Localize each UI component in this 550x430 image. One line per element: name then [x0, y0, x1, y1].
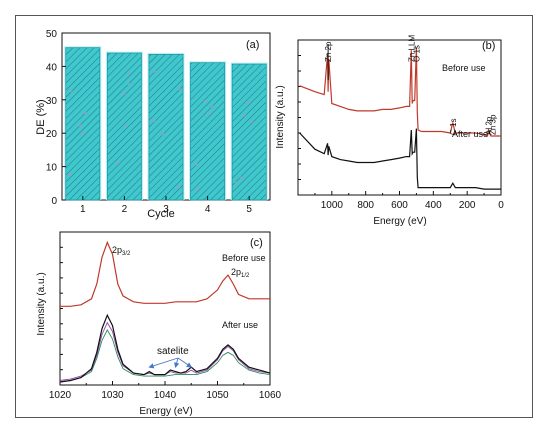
panel-a-bar-speck [122, 92, 126, 95]
panel-a-y-tick-label: 30 [46, 96, 58, 107]
panel-a-bar-speck [79, 124, 83, 127]
panel-a: 0 10 20 30 40 50 1 2 3 4 5 (a) DE (%) Cycle [35, 29, 271, 220]
panel-a-bar-speck [207, 111, 211, 114]
panel-b-series-after-use [299, 128, 501, 190]
panel-a-bar-speck [115, 162, 119, 165]
panel-a-bar-speck [124, 124, 128, 127]
panel-c-x-ticks: 1020 1030 1040 1050 1060 [49, 381, 282, 401]
panel-c-satelite-arrow [148, 357, 179, 369]
panel-c-x-tick-label: 1040 [154, 390, 177, 401]
panel-b-ylabel: Intensity (a.u.) [275, 85, 286, 148]
panel-a-x-tick-label: 2 [122, 204, 128, 215]
panel-c-xlabel: Energy (eV) [139, 406, 192, 417]
panel-a-bar-speck [195, 188, 199, 191]
panel-a-bar-4 [190, 62, 226, 201]
panel-a-x-tick-label: 4 [205, 204, 211, 215]
panel-a-bar-speck [203, 100, 207, 103]
panel-a-bar-speck [127, 72, 131, 75]
figure-frame [15, 15, 533, 418]
panel-a-y-tick-label: 40 [46, 62, 58, 73]
panel-a-bar-speck [83, 112, 87, 115]
panel-a-xlabel: Cycle [147, 208, 175, 220]
panel-a-label: (a) [246, 39, 259, 51]
panel-a-bar-speck [242, 114, 246, 117]
panel-b-annotation: Zn 3p [489, 114, 498, 135]
panel-c-satelite-arrow [174, 357, 180, 369]
panel-a-y-tick-label: 50 [46, 29, 58, 40]
panel-a-y-tick-label: 0 [51, 196, 57, 207]
panel-a-bar-5 [231, 63, 267, 201]
panel-c-satelite-arrow [177, 357, 192, 368]
panel-a-y-ticks: 0 10 20 30 40 50 [46, 29, 66, 207]
panel-b-x-ticks: 1000 800 600 400 200 0 [314, 191, 504, 211]
panel-a-bar-speck [234, 181, 238, 184]
panel-a-y-tick-label: 10 [46, 163, 58, 174]
panel-a-bar-speck [127, 83, 131, 86]
panel-b-annotation: O 1s [412, 45, 421, 62]
panel-a-bar-speck [154, 70, 158, 73]
panel-a-bar-speck [161, 133, 165, 136]
panel-c-series-before-use [60, 240, 270, 307]
panel-c-series-fit2 [59, 329, 271, 383]
panel-b-x-tick-label: 600 [391, 200, 408, 211]
panel-b-series [299, 47, 501, 190]
panel-a-bar-3 [148, 53, 184, 201]
panel-c-satelite-label: satelite [157, 346, 189, 357]
panel-a-bars [64, 46, 268, 201]
panel-a-bar-speck [177, 88, 181, 91]
panel-c-peak-2p12-main: 2p [231, 267, 241, 277]
panel-c-x-tick-label: 1060 [259, 390, 282, 401]
panel-a-bar-speck [250, 120, 254, 123]
panel-b-x-tick-label: 800 [357, 200, 374, 211]
panel-c: 1020 1030 1040 1050 1060 (c) Intensity (a.u.… [36, 231, 282, 417]
panel-b-x-tick-label: 0 [498, 200, 504, 211]
panel-a-bar-speck [68, 173, 72, 176]
panel-a-bar-speck [177, 186, 181, 189]
panel-b-x-tick-label: 200 [459, 200, 476, 211]
panel-c-series-after-use [59, 313, 271, 383]
panel-c-x-tick-label: 1030 [101, 390, 124, 401]
panel-a-x-ticks: 1 2 3 4 5 [80, 196, 252, 215]
panel-c-peak-2p32: 2p3/2 [112, 245, 131, 257]
panel-c-peak-2p32-main: 2p [112, 245, 122, 255]
panel-a-ylabel: DE (%) [35, 99, 47, 134]
panel-a-y-tick-label: 20 [46, 129, 58, 140]
panel-b-x-tick-label: 400 [425, 200, 442, 211]
panel-a-bar-speck [195, 163, 199, 166]
panel-b-series-before-use [299, 47, 501, 137]
panel-a-bar-speck [239, 176, 243, 179]
panel-b-annotation: C 1s [449, 119, 458, 135]
panel-b-annotation: Zn LLM [407, 35, 416, 62]
panel-b-annotation: Al 2p [484, 116, 493, 135]
panel-c-peak-2p32-sub: 3/2 [122, 251, 131, 257]
panel-a-bar-speck [152, 120, 156, 123]
panel-c-legend-before: Before use [222, 253, 266, 263]
panel-c-ylabel: Intensity (a.u.) [36, 272, 47, 335]
panel-a-bar-1 [65, 47, 101, 201]
panel-a-x-tick-label: 1 [80, 204, 86, 215]
panel-a-bar-speck [246, 101, 250, 104]
panel-a-bar-speck [210, 105, 214, 108]
panel-b-legend-after: After use [452, 129, 488, 139]
panel-c-y-ticks [60, 246, 63, 371]
panel-c-satelite-arrows [148, 357, 192, 369]
panel-a-bar-speck [69, 89, 73, 92]
panel-c-x-tick-label: 1020 [49, 390, 72, 401]
panel-c-x-tick-label: 1050 [206, 390, 229, 401]
panel-a-x-tick-label: 3 [163, 204, 169, 215]
panel-a-x-tick-label: 5 [246, 204, 252, 215]
panel-c-peak-2p12: 2p1/2 [231, 267, 250, 279]
panel-b-label: (b) [482, 40, 495, 52]
panel-b-legend-before: Before use [442, 63, 486, 73]
panel-c-legend-after: After use [222, 320, 258, 330]
panel-c-label: (c) [250, 237, 263, 249]
panel-c-series [59, 240, 271, 383]
panel-b-xlabel: Energy (eV) [373, 216, 426, 227]
panel-a-bar-speck [80, 131, 84, 134]
panel-c-peak-2p12-sub: 1/2 [241, 273, 250, 279]
panel-b-x-tick-label: 1000 [321, 200, 344, 211]
